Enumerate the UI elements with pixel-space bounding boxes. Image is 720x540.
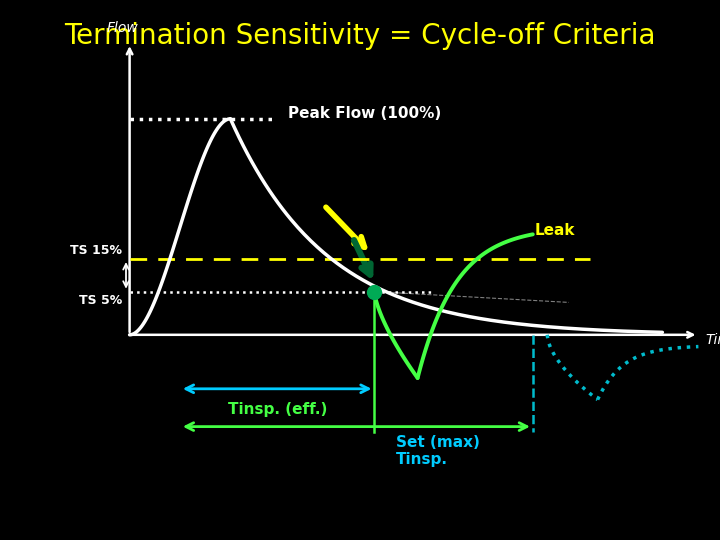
Text: Peak Flow (100%): Peak Flow (100%) xyxy=(288,106,441,121)
Text: Termination Sensitivity = Cycle-off Criteria: Termination Sensitivity = Cycle-off Crit… xyxy=(64,22,656,50)
Text: Flow: Flow xyxy=(107,21,138,35)
Text: TS 5%: TS 5% xyxy=(79,294,122,307)
Text: TS 15%: TS 15% xyxy=(71,244,122,256)
Text: Set (max)
Tinsp.: Set (max) Tinsp. xyxy=(396,435,480,467)
Text: Tinsp. (eff.): Tinsp. (eff.) xyxy=(228,402,327,417)
Text: Time: Time xyxy=(706,333,720,347)
Text: Leak: Leak xyxy=(534,222,575,238)
